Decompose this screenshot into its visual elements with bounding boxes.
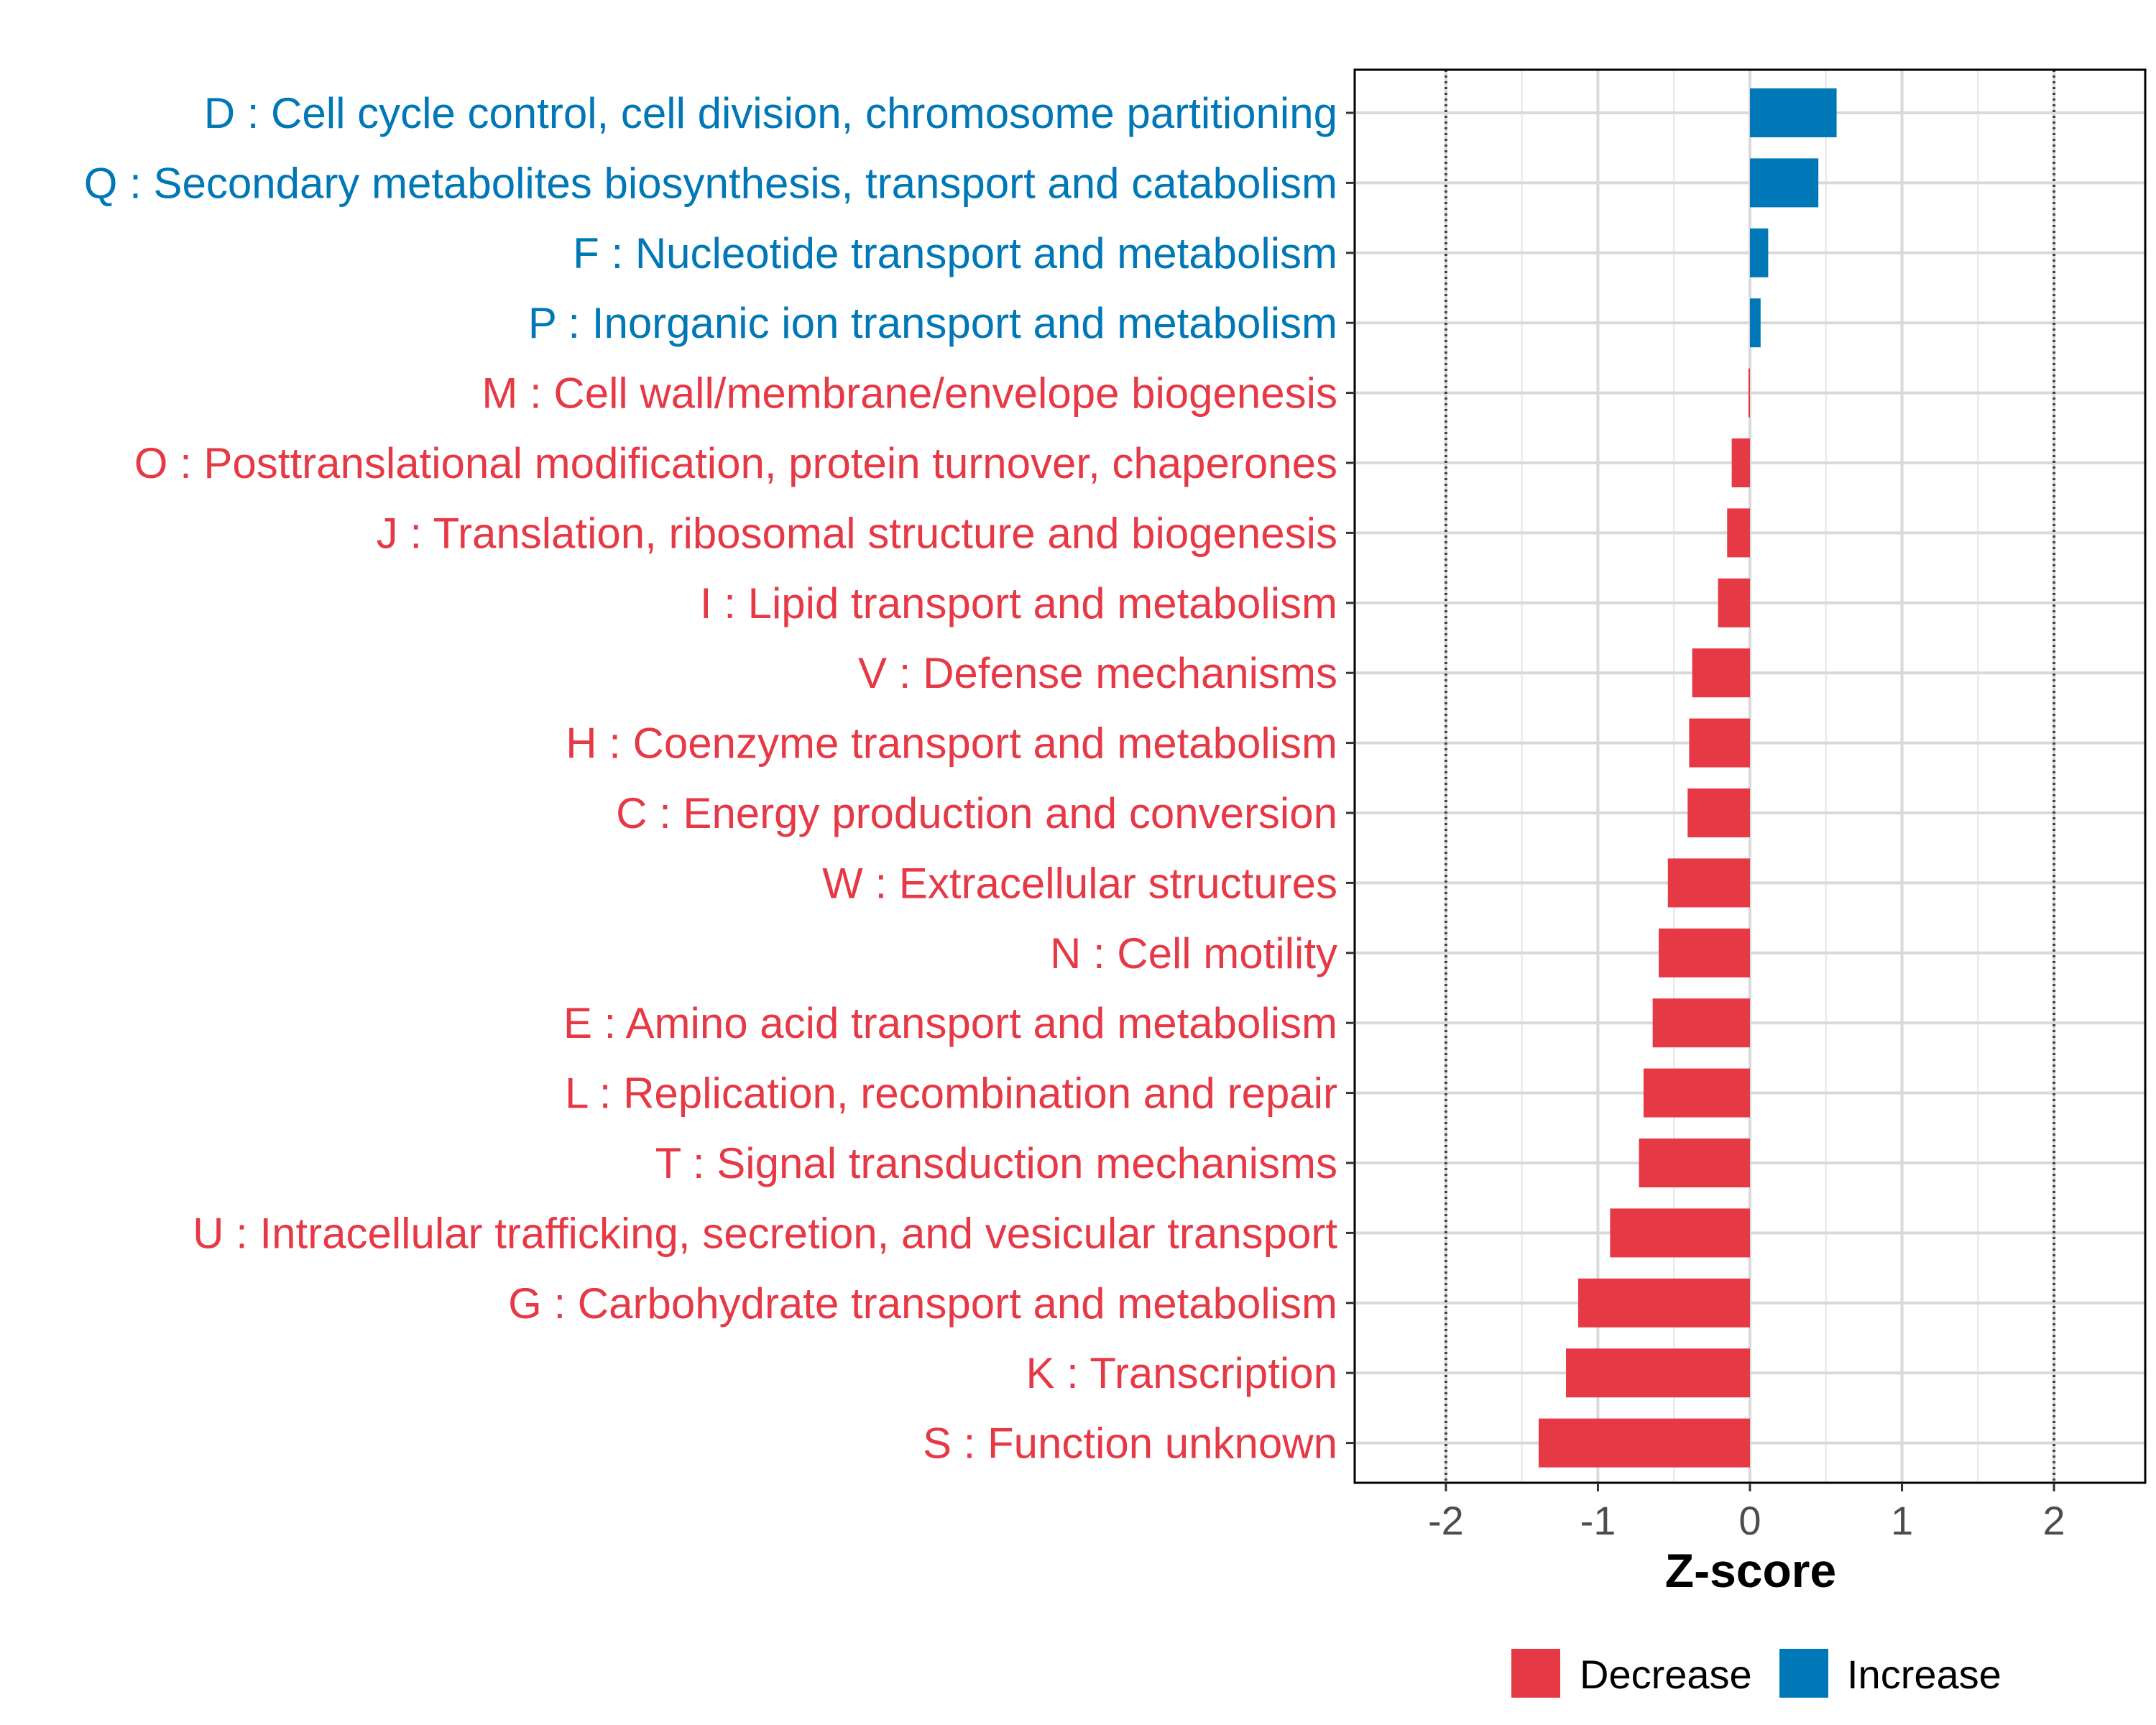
x-axis-title: Z-score [1665, 1544, 1836, 1597]
bar [1692, 648, 1750, 698]
category-label: S : Function unknown [923, 1420, 1337, 1468]
bar [1577, 1278, 1750, 1328]
bar [1750, 158, 1819, 208]
bar [1718, 578, 1750, 627]
legend: Decrease Increase [1511, 1649, 2001, 1698]
bar [1687, 788, 1750, 837]
bar [1538, 1418, 1750, 1468]
x-tick-label: 0 [1738, 1498, 1761, 1543]
legend-label-increase: Increase [1847, 1652, 2001, 1697]
category-label: U : Intracellular trafficking, secretion… [193, 1209, 1337, 1257]
bar [1610, 1208, 1750, 1258]
bar [1750, 298, 1761, 348]
bar [1748, 368, 1750, 418]
bar [1667, 858, 1750, 908]
bar [1731, 438, 1750, 487]
bar [1566, 1348, 1750, 1398]
grid-layer [1355, 70, 2145, 1483]
x-tick-label: 1 [1891, 1498, 1913, 1543]
category-label: H : Coenzyme transport and metabolism [566, 719, 1337, 768]
category-label: J : Translation, ribosomal structure and… [377, 509, 1337, 557]
x-tick-label: 2 [2042, 1498, 2065, 1543]
category-label: G : Carbohydrate transport and metabolis… [508, 1279, 1337, 1328]
bar [1750, 88, 1837, 137]
bar [1727, 508, 1750, 558]
legend-label-decrease: Decrease [1580, 1652, 1752, 1697]
category-label: M : Cell wall/membrane/envelope biogenes… [482, 369, 1337, 418]
category-label: C : Energy production and conversion [616, 789, 1337, 837]
bar-layer [1538, 88, 1837, 1468]
legend-swatch-increase [1779, 1649, 1828, 1698]
x-tick-label: -1 [1580, 1498, 1616, 1543]
category-label: O : Posttranslational modification, prot… [134, 439, 1337, 487]
category-label: V : Defense mechanisms [858, 649, 1337, 697]
y-ticks [1346, 111, 1355, 1445]
category-label: P : Inorganic ion transport and metaboli… [528, 299, 1337, 347]
bar [1652, 998, 1750, 1048]
category-label: L : Replication, recombination and repai… [565, 1070, 1337, 1118]
category-label: Q : Secondary metabolites biosynthesis, … [84, 159, 1337, 207]
legend-swatch-decrease [1511, 1649, 1560, 1698]
x-tick-label: -2 [1428, 1498, 1464, 1543]
bar [1659, 928, 1750, 978]
category-labels: D : Cell cycle control, cell division, c… [84, 89, 1338, 1468]
category-label: F : Nucleotide transport and metabolism [573, 229, 1337, 277]
bar [1689, 718, 1750, 768]
category-label: T : Signal transduction mechanisms [655, 1139, 1337, 1187]
bar [1750, 228, 1769, 277]
category-label: K : Transcription [1026, 1349, 1337, 1397]
category-label: W : Extracellular structures [822, 859, 1337, 907]
category-label: I : Lipid transport and metabolism [700, 579, 1337, 627]
category-label: D : Cell cycle control, cell division, c… [204, 89, 1337, 137]
bar [1643, 1068, 1750, 1118]
x-ticks: -2 -1 0 1 2 [1428, 1483, 2065, 1543]
category-label: E : Amino acid transport and metabolism [563, 999, 1337, 1047]
bar [1639, 1138, 1750, 1187]
category-label: N : Cell motility [1050, 929, 1337, 978]
